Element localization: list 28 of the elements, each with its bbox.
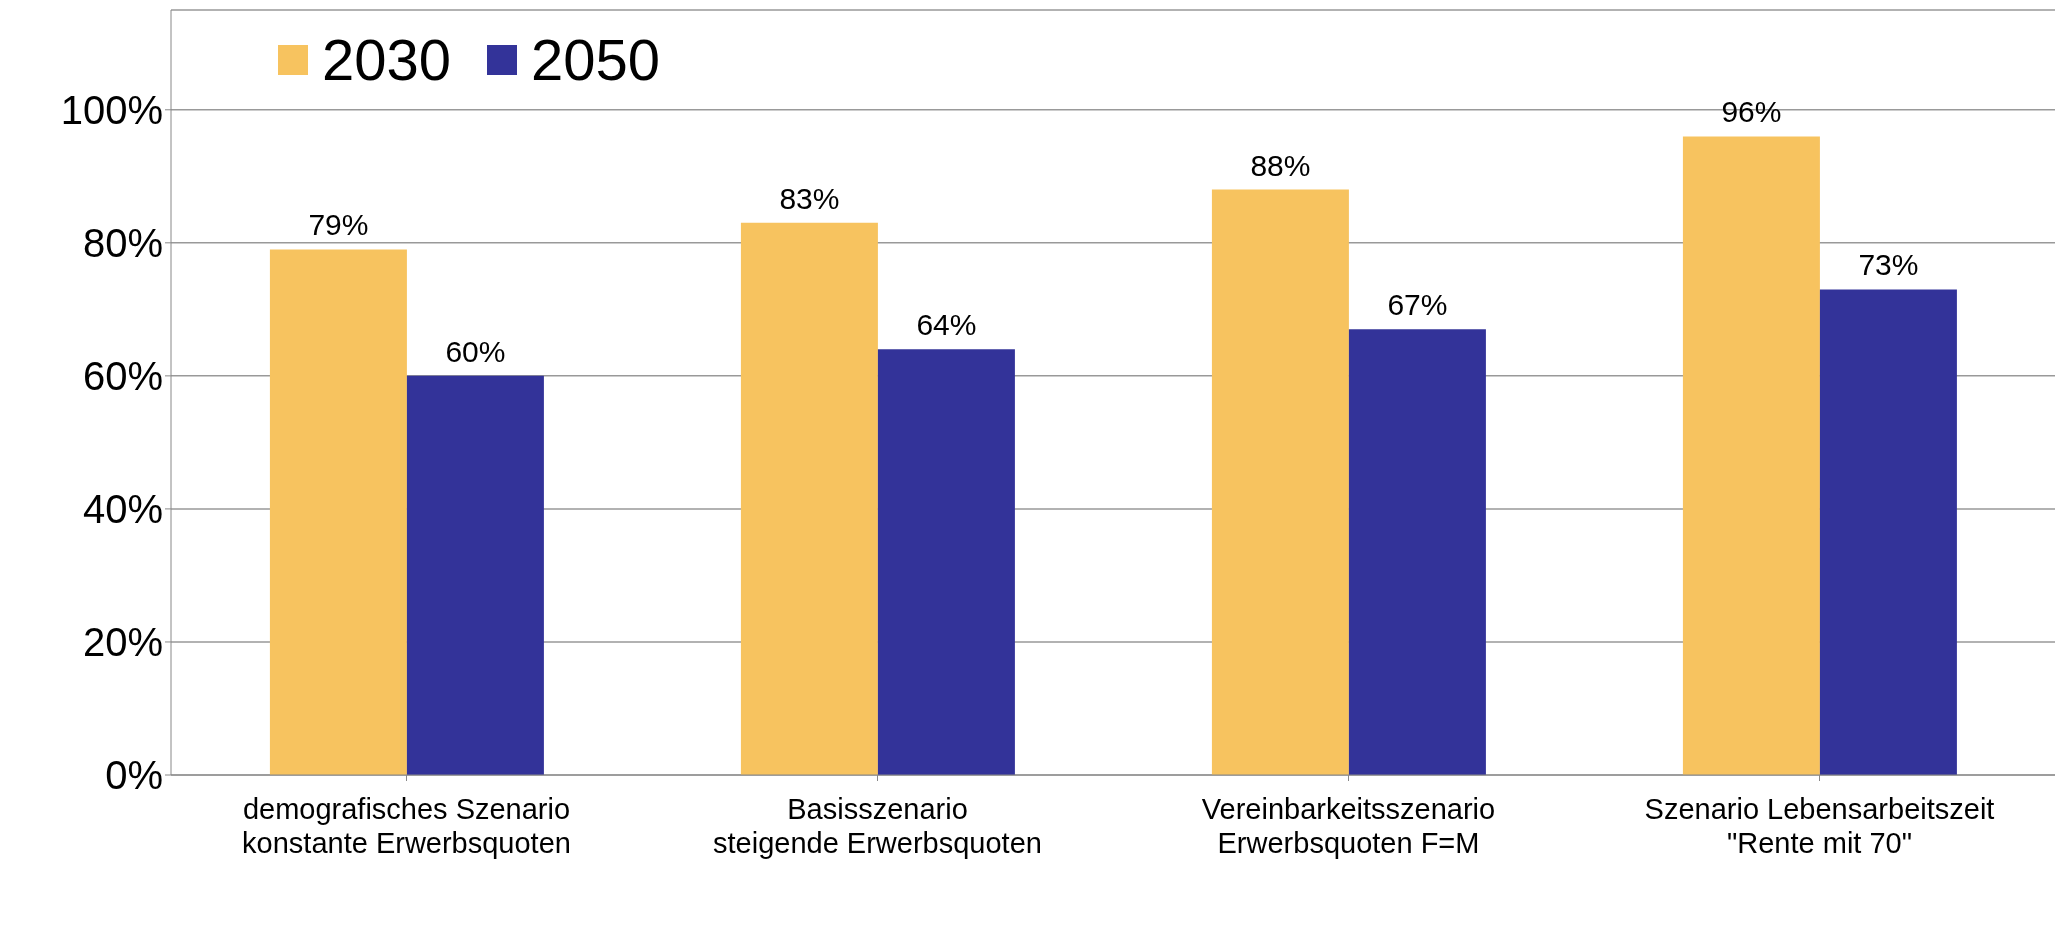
bar (1211, 189, 1349, 775)
data-label: 64% (916, 308, 977, 342)
data-label: 79% (308, 208, 369, 242)
data-label: 73% (1858, 248, 1919, 282)
y-tick-label: 60% (82, 354, 163, 399)
y-tick-label: 40% (82, 487, 163, 532)
bar (406, 375, 544, 775)
bar (269, 249, 407, 775)
bar (877, 349, 1015, 775)
data-label: 88% (1250, 148, 1311, 182)
y-tick-label: 80% (82, 221, 163, 266)
legend-label: 2030 (322, 26, 452, 93)
y-tick-label: 20% (82, 620, 163, 665)
data-label: 67% (1387, 288, 1448, 322)
x-tick-label: Vereinbarkeitsszenario Erwerbsquoten F=M (1201, 793, 1496, 859)
legend-label: 2050 (531, 26, 661, 93)
y-tick-label: 100% (60, 87, 163, 132)
data-label: 83% (779, 181, 840, 215)
x-tick-label: Szenario Lebensarbeitszeit "Rente mit 70" (1644, 793, 1995, 859)
bar (1819, 289, 1957, 775)
bar (1682, 136, 1820, 775)
data-label: 96% (1721, 95, 1782, 129)
x-tick-label: Basisszenario steigende Erwerbsquoten (713, 793, 1042, 859)
bar (740, 222, 878, 775)
bar (1348, 329, 1486, 775)
x-tick-label: demografisches Szenario konstante Erwerbsquoten (242, 793, 571, 859)
y-tick-label: 0% (105, 753, 163, 798)
data-label: 60% (445, 334, 506, 368)
